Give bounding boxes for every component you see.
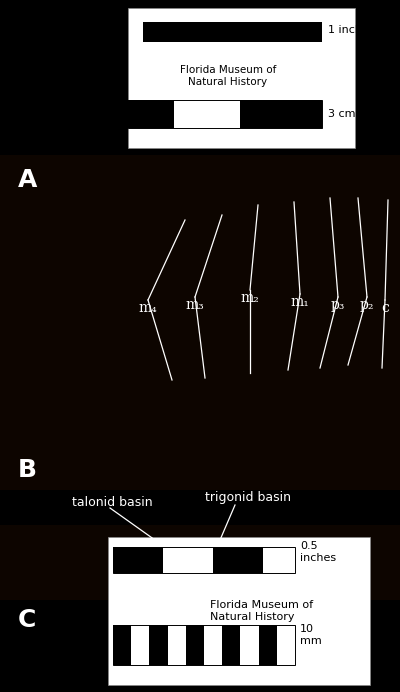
Bar (113, 625, 295, 665)
Text: Florida Museum of
Natural History: Florida Museum of Natural History (210, 600, 313, 621)
Bar (186, 625, 204, 665)
Text: m₁: m₁ (291, 295, 309, 309)
Bar (222, 625, 240, 665)
Bar (131, 625, 149, 665)
Text: m₂: m₂ (240, 291, 260, 305)
Bar (150, 625, 168, 665)
Text: Florida Museum of
Natural History: Florida Museum of Natural History (180, 65, 276, 86)
Bar (240, 625, 258, 665)
Text: 1 inch: 1 inch (328, 25, 362, 35)
Bar (174, 100, 240, 128)
Text: p₃: p₃ (331, 298, 345, 312)
Text: B: B (18, 458, 37, 482)
Bar (0, 155, 400, 340)
Bar (128, 100, 322, 128)
Text: C: C (18, 608, 36, 632)
Bar (113, 547, 295, 573)
Text: 10
mm: 10 mm (300, 624, 322, 646)
Text: m₄: m₄ (139, 301, 157, 315)
Bar (163, 547, 213, 573)
Text: m₃: m₃ (186, 298, 204, 312)
Bar (204, 625, 222, 665)
Text: talonid basin: talonid basin (72, 495, 153, 509)
Text: A: A (18, 168, 37, 192)
Bar (277, 625, 295, 665)
Bar (213, 547, 263, 573)
Bar (0, 525, 400, 600)
Text: 0.5
inches: 0.5 inches (300, 541, 336, 563)
Bar (113, 625, 131, 665)
Text: p₂: p₂ (360, 298, 374, 312)
Bar (259, 625, 277, 665)
Bar (168, 625, 186, 665)
Text: c: c (381, 301, 389, 315)
Bar (128, 100, 322, 128)
Bar (143, 22, 322, 42)
Bar (128, 8, 355, 148)
Bar (113, 547, 163, 573)
Bar (0, 340, 400, 490)
Bar (263, 547, 295, 573)
Bar (108, 537, 370, 685)
Text: trigonid basin: trigonid basin (205, 491, 291, 504)
Text: 3 cm: 3 cm (328, 109, 356, 119)
